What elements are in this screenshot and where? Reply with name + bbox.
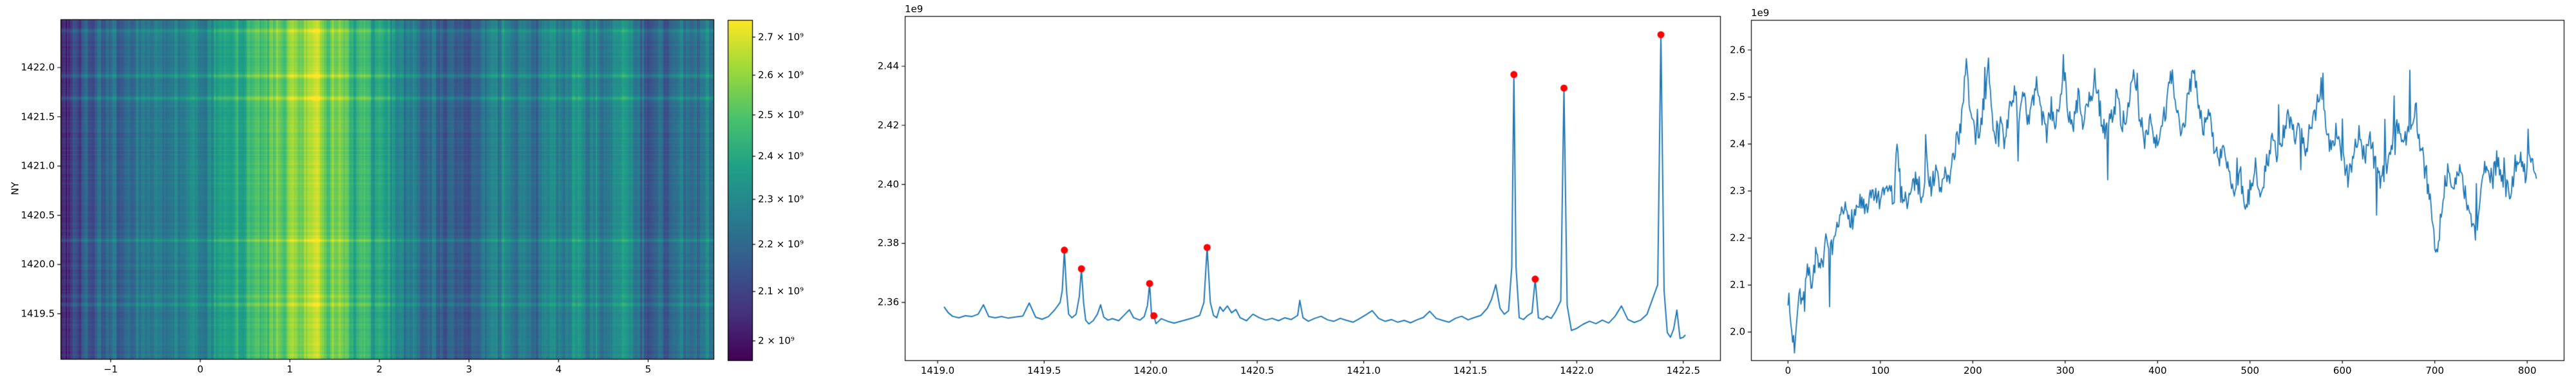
peaks-plot-offset-label: 1e9 (905, 3, 923, 15)
series-plot-offset-label: 1e9 (1751, 7, 1770, 19)
heatmap-ylabel: NY (9, 181, 21, 196)
